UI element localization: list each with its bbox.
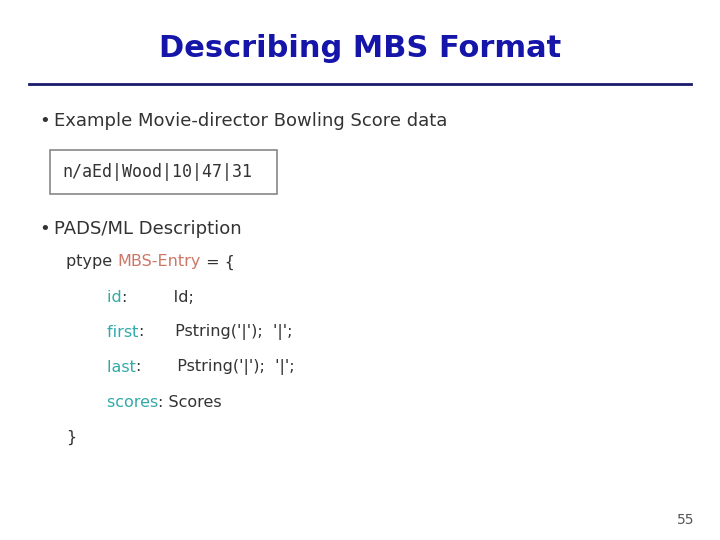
Text: Describing MBS Format: Describing MBS Format (159, 34, 561, 63)
Text: }: } (66, 430, 76, 445)
Text: :         Id;: : Id; (122, 289, 194, 305)
Text: :      Pstring('|');  '|';: : Pstring('|'); '|'; (139, 324, 292, 340)
Text: id: id (66, 289, 122, 305)
Text: 55: 55 (678, 512, 695, 526)
Text: last: last (66, 360, 136, 375)
Text: scores: scores (66, 395, 158, 410)
Text: :       Pstring('|');  '|';: : Pstring('|'); '|'; (136, 359, 294, 375)
Text: ptype: ptype (66, 254, 117, 269)
Text: MBS-Entry: MBS-Entry (117, 254, 201, 269)
Text: n/aEd|Wood|10|47|31: n/aEd|Wood|10|47|31 (63, 163, 253, 181)
Text: : Scores: : Scores (158, 395, 222, 410)
Text: PADS/ML Description: PADS/ML Description (54, 220, 242, 239)
Text: Example Movie-director Bowling Score data: Example Movie-director Bowling Score dat… (54, 112, 447, 131)
Text: first: first (66, 325, 139, 340)
Text: •: • (40, 220, 50, 239)
Text: = {: = { (201, 254, 235, 269)
Text: •: • (40, 112, 50, 131)
